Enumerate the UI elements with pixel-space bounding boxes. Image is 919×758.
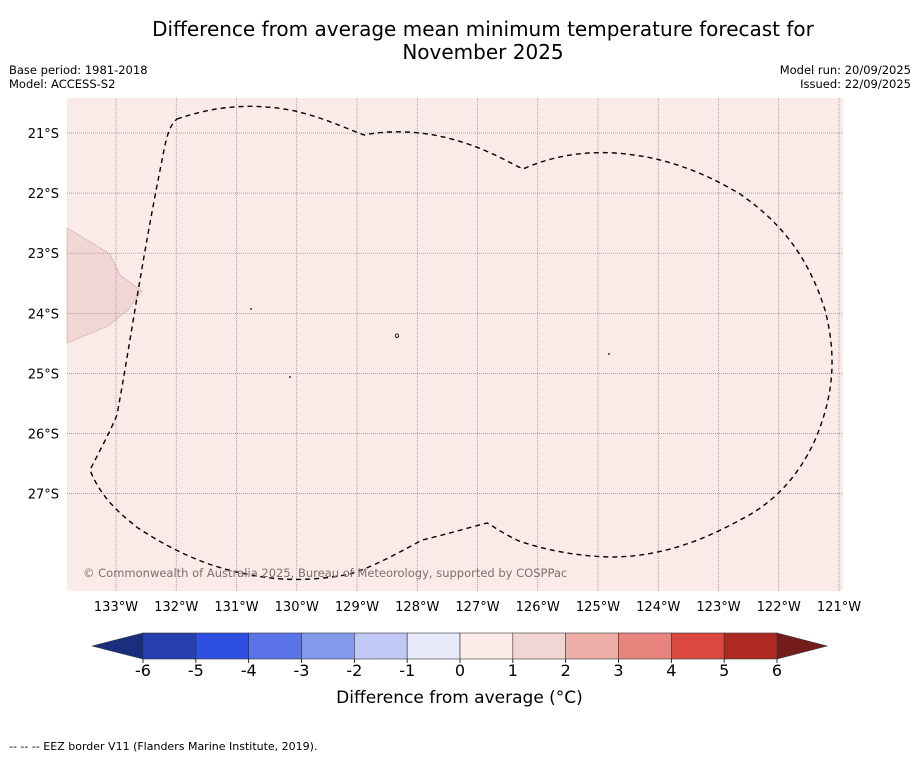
island-outline [394,333,400,339]
anomaly-patch [66,227,143,344]
info-left: Base period: 1981-2018 Model: ACCESS-S2 [9,63,148,91]
longitude-label: 127°W [455,600,499,615]
base-period: Base period: 1981-2018 [9,63,148,77]
colorbar-over-arrow [776,632,829,660]
latitude-labels: 21°S 22°S 23°S 24°S 25°S 26°S 27°S [28,127,59,503]
longitude-label: 129°W [335,600,379,615]
latitude-label: 23°S [28,247,59,262]
model-run: Model run: 20/09/2025 [779,63,911,77]
title-line-2: November 2025 [402,40,564,64]
colorbar-segment [723,632,778,660]
latitude-label: 25°S [28,367,59,382]
island-dot [608,353,610,355]
colorbar-segment [354,632,408,660]
latitude-label: 22°S [28,187,59,202]
footnote: -- -- -- EEZ border V11 (Flanders Marine… [9,740,318,753]
longitude-label: 132°W [154,600,198,615]
colorbar-tick-label: 6 [772,661,782,680]
latitude-label: 26°S [28,428,59,443]
island-dot [289,376,291,378]
latitude-label: 24°S [28,307,59,322]
model-name: Model: ACCESS-S2 [9,77,116,91]
colorbar-segment [142,632,197,660]
colorbar-segment [618,632,672,660]
issued-date: Issued: 22/09/2025 [800,77,911,91]
longitude-label: 121°W [817,600,861,615]
map-title: Difference from average mean minimum tem… [0,18,919,64]
longitude-labels: 133°W 132°W 131°W 130°W 129°W 128°W 127°W 126°W… [94,600,861,615]
colorbar-tick-label: 1 [508,661,518,680]
islands [250,308,610,378]
longitude-label: 128°W [395,600,439,615]
longitude-label: 123°W [696,600,740,615]
colorbar-segment [195,632,249,660]
colorbar-tick-label: 2 [561,661,571,680]
colorbar-tick-label: -3 [294,661,310,680]
latitude-gridlines [67,132,843,494]
longitude-label: 122°W [757,600,801,615]
island-dot [250,308,252,310]
colorbar-segment [248,632,302,660]
longitude-label: 133°W [94,600,138,615]
colorbar-tick-label: -4 [241,661,257,680]
colorbar-segment [671,632,725,660]
longitude-label: 130°W [275,600,319,615]
colorbar: -6 -5 -4 -3 -2 -1 0 1 2 3 4 5 6 [91,632,829,680]
colorbar-segment [406,632,461,660]
map-background [67,98,843,591]
colorbar-segment [565,632,619,660]
longitude-label: 126°W [516,600,560,615]
colorbar-tick-label: 4 [666,661,676,680]
longitude-label: 125°W [576,600,620,615]
colorbar-tick-label: -6 [135,661,151,680]
colorbar-label: Difference from average (°C) [336,688,583,708]
colorbar-under-arrow [91,632,144,660]
eez-border [89,105,833,581]
colorbar-tick-label: 5 [719,661,729,680]
colorbar-tick-label: -2 [346,661,362,680]
info-right: Model run: 20/09/2025 Issued: 22/09/2025 [780,63,911,91]
longitude-label: 131°W [214,600,258,615]
colorbar-tick-label: -5 [188,661,204,680]
latitude-label: 21°S [28,127,59,142]
colorbar-segment [512,632,566,660]
title-line-1: Difference from average mean minimum tem… [152,17,814,41]
colorbar-tick-label: -1 [399,661,415,680]
latitude-label: 27°S [28,488,59,503]
colorbar-segment [459,632,514,660]
colorbar-tick-label: 3 [613,661,623,680]
colorbar-tick-label: 0 [455,661,465,680]
longitude-label: 124°W [636,600,680,615]
copyright-notice: © Commonwealth of Australia 2025, Bureau… [83,566,567,580]
colorbar-segment [301,632,355,660]
